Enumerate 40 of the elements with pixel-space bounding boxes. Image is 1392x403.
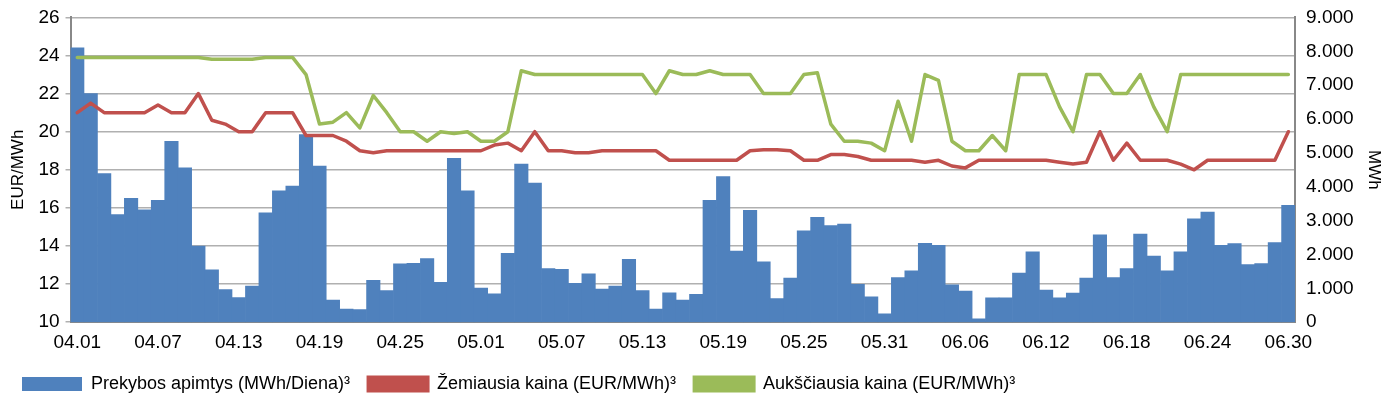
legend-label: Prekybos apimtys (MWh/Diena)³ — [91, 372, 351, 393]
y-axis-title: EUR/MWh — [7, 129, 27, 210]
y2-tick-label: 5.000 — [1306, 141, 1354, 163]
y2-tick-label: 8.000 — [1306, 39, 1354, 61]
y2-tick-label: 1.000 — [1306, 276, 1354, 298]
y-tick-label: 22 — [38, 81, 60, 103]
y2-axis-title: MWh — [1365, 149, 1385, 190]
y-tick-label: 20 — [38, 119, 60, 141]
x-tick-label: 05.31 — [860, 330, 909, 352]
x-tick-label: 05.19 — [699, 330, 747, 352]
y-tick-label: 24 — [38, 43, 60, 65]
y-tick-label: 14 — [38, 234, 60, 256]
x-tick-label: 05.01 — [457, 330, 505, 352]
x-tick-label: 04.01 — [53, 330, 102, 352]
y-tick-label: 26 — [38, 5, 60, 27]
legend-label: Žemiausia kaina (EUR/MWh)³ — [437, 372, 677, 393]
x-tick-label: 05.25 — [780, 330, 828, 352]
x-tick-label: 04.19 — [295, 330, 344, 352]
legend-label: Aukščiausia kaina (EUR/MWh)³ — [763, 372, 1016, 393]
x-tick-label: 04.07 — [134, 330, 182, 352]
y-tick-label: 12 — [38, 272, 60, 294]
x-tick-label: 05.07 — [537, 330, 586, 352]
x-tick-label: 04.13 — [214, 330, 263, 352]
x-tick-label: 06.30 — [1264, 330, 1313, 352]
y-tick-label: 16 — [38, 196, 60, 218]
y2-tick-label: 6.000 — [1306, 107, 1354, 129]
x-tick-label: 05.13 — [618, 330, 667, 352]
y-tick-label: 18 — [38, 158, 60, 180]
y2-tick-label: 0 — [1306, 310, 1317, 332]
y-tick-label: 10 — [38, 310, 60, 332]
x-tick-label: 04.25 — [376, 330, 424, 352]
x-tick-label: 06.18 — [1103, 330, 1151, 352]
y2-tick-label: 3.000 — [1306, 208, 1354, 230]
x-tick-label: 06.12 — [1022, 330, 1070, 352]
x-tick-label: 06.06 — [941, 330, 990, 352]
x-tick-label: 06.24 — [1183, 330, 1232, 352]
y2-tick-label: 9.000 — [1306, 5, 1354, 27]
y2-tick-label: 4.000 — [1306, 174, 1354, 196]
y2-tick-label: 7.000 — [1306, 73, 1354, 95]
y2-tick-label: 2.000 — [1306, 242, 1354, 264]
